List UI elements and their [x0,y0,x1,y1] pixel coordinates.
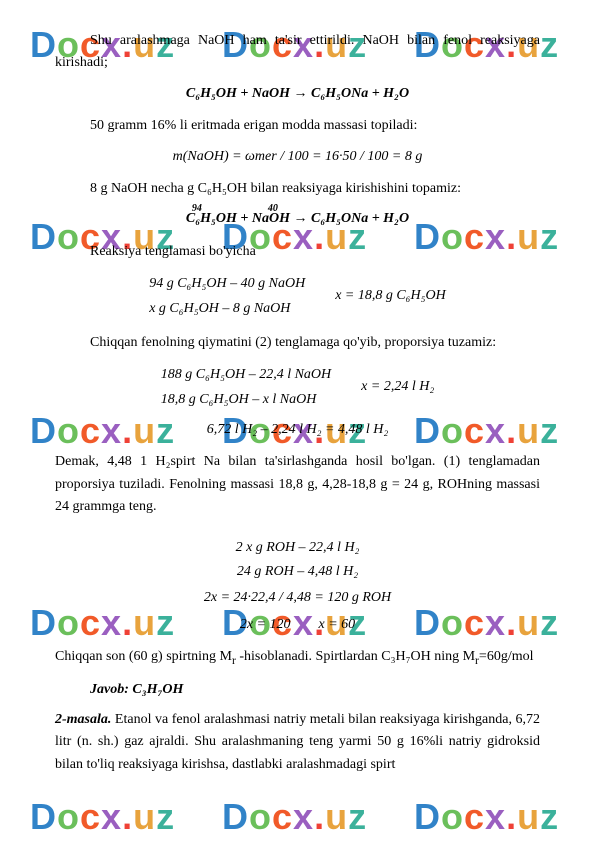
formula-3: 94 40 C₆H₅OH + NaOH → C₆H₅ONa + H₂O [55,208,540,230]
formula-4c: x = 18,8 g C₆H₅OH [335,285,446,307]
paragraph-2: 50 gramm 16% li eritmada erigan modda ma… [55,115,540,137]
p7a: Chiqqan son (60 g) spirtning M [55,649,232,664]
problem-2-label: 2-masala. [55,712,111,727]
formula-3-text: C₆H₅OH + NaOH → C₆H₅ONa + H₂O [186,211,409,226]
paragraph-3: 8 g NaOH necha g C₆H₅OH bilan reaksiyaga… [55,178,540,200]
formula-2-text: m(NaOH) = ωmer / 100 = 16·50 / 100 = 8 g [173,149,423,164]
formula-6: 2 x g ROH – 22,4 l H₂ 24 g ROH – 4,48 l … [55,537,540,637]
answer-label: Javob: C₃H₇OH [90,682,183,697]
formula-5: 188 g C₆H₅OH – 22,4 l NaOH 18,8 g C₆H₅OH… [55,362,540,441]
formula-1: C₆H₅OH + NaOH → C₆H₅ONa + H₂O [55,83,540,105]
formula-5d: 6,72 l H₂ – 2,24 l H₂ = 4,48 l H₂ [55,419,540,441]
formula-5b: 18,8 g C₆H₅OH – x l NaOH [161,389,331,411]
p7c: =60g/mol [479,649,534,664]
paragraph-5: Chiqqan fenolning qiymatini (2) tenglama… [55,332,540,354]
formula-6c: 2x = 24·22,4 / 4,48 = 120 g ROH [55,587,540,609]
formula-5c: x = 2,24 l H₂ [361,376,434,398]
formula-6b: 24 g ROH – 4,48 l H₂ [55,561,540,583]
paragraph-6: Demak, 4,48 1 H₂spirt Na bilan ta'sirlas… [55,451,540,518]
paragraph-8: 2-masala. Etanol va fenol aralashmasi na… [55,709,540,776]
p7b: -hisoblanadi. Spirtlardan C₃H₇OH ning M [236,649,475,664]
formula-2: m(NaOH) = ωmer / 100 = 16·50 / 100 = 8 g [55,146,540,168]
formula-4a: 94 g C₆H₅OH – 40 g NaOH [149,273,305,295]
paragraph-4: Reaksiya tenglamasi bo'yicha [55,241,540,263]
answer-line: Javob: C₃H₇OH [55,679,540,701]
page-content: Shu aralashmaga NaOH ham ta'sir ettirild… [0,0,595,814]
formula-6a: 2 x g ROH – 22,4 l H₂ [55,537,540,559]
formula-4: 94 g C₆H₅OH – 40 g NaOH x g C₆H₅OH – 8 g… [55,271,540,322]
paragraph-7: Chiqqan son (60 g) spirtning Mr -hisobla… [55,646,540,670]
formula-6d: 2x = 120 x = 60 [55,614,540,636]
formula-4b: x g C₆H₅OH – 8 g NaOH [149,298,305,320]
formula-3-sup2: 40 [268,201,278,217]
formula-3-sup1: 94 [192,201,202,217]
formula-5a: 188 g C₆H₅OH – 22,4 l NaOH [161,364,331,386]
formula-1-text: C₆H₅OH + NaOH → C₆H₅ONa + H₂O [186,86,409,101]
problem-2-text: Etanol va fenol aralashmasi natriy metal… [55,712,540,772]
paragraph-1: Shu aralashmaga NaOH ham ta'sir ettirild… [55,30,540,75]
